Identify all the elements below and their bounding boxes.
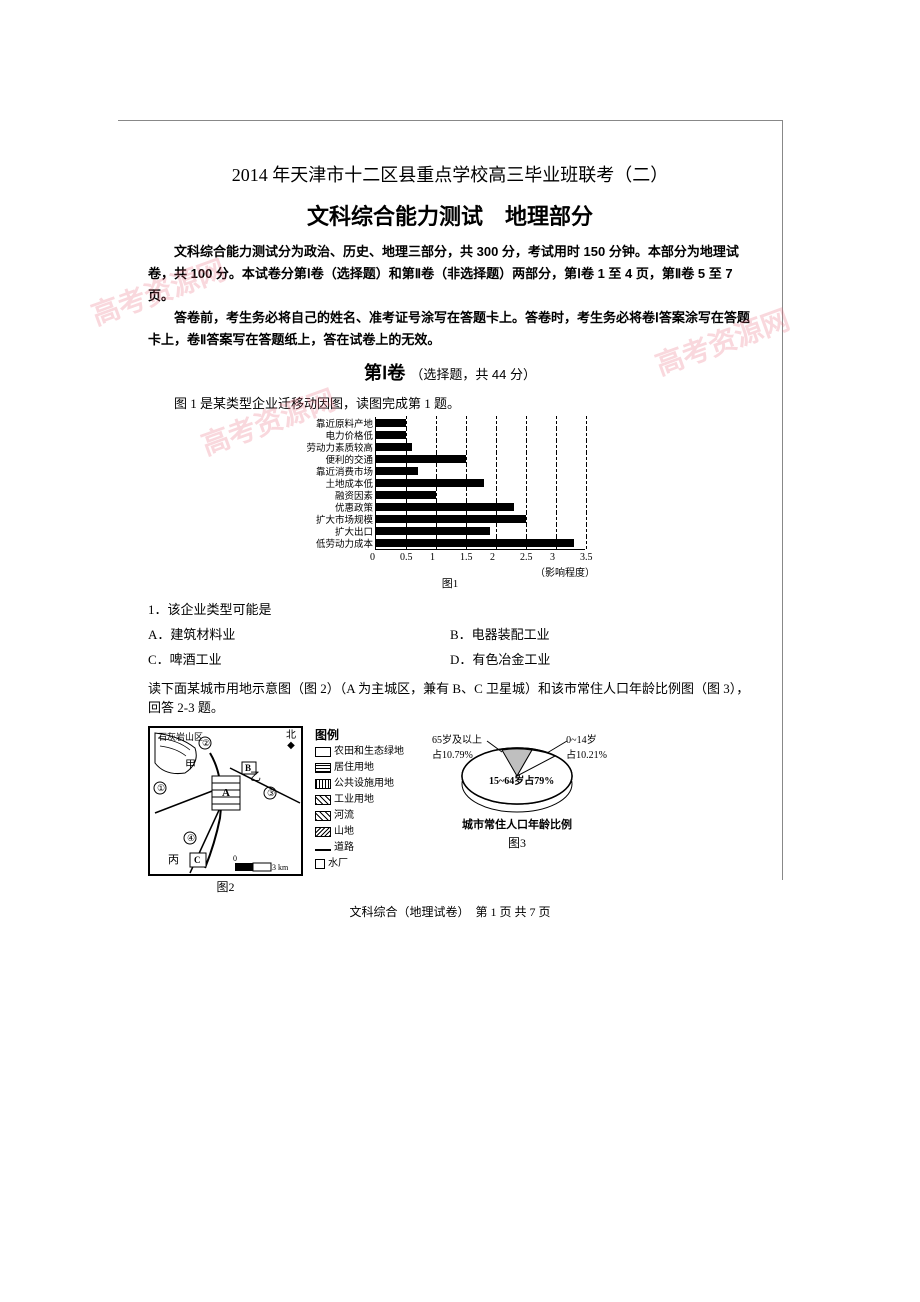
legend-text: 水厂 [328, 856, 348, 871]
bar-fill [376, 503, 514, 511]
page-frame: 高考资源网 高考资源网 高考资源网 2014 年天津市十二区县重点学校高三毕业班… [118, 120, 783, 880]
figure-3-caption: 图3 [427, 834, 607, 851]
figure-2-wrapper: 北◆ 石灰岩山区 ② ① ③ ④ [148, 726, 303, 895]
mountain-label: 石灰岩山区 [158, 731, 203, 742]
pie-label-child: 0~14岁占10.21% [566, 731, 607, 761]
bar-row: 低劳动力成本 [305, 537, 595, 549]
legend-swatch [315, 779, 331, 789]
svg-text:丙: 丙 [168, 854, 179, 866]
legend-item: 农田和生态绿地 [315, 744, 415, 759]
legend-item: 河流 [315, 808, 415, 823]
figures-2-3-row: 北◆ 石灰岩山区 ② ① ③ ④ [148, 726, 752, 895]
map-svg: 石灰岩山区 ② ① ③ ④ A B C 甲 [150, 728, 305, 878]
legend-item: 水厂 [315, 856, 415, 871]
exam-title: 2014 年天津市十二区县重点学校高三毕业班联考（二） [148, 161, 752, 187]
intro-paragraph-1: 文科综合能力测试分为政治、历史、地理三部分，共 300 分，考试用时 150 分… [148, 241, 752, 307]
legend-swatch [315, 795, 331, 805]
legend-swatch [315, 859, 325, 869]
compass-icon: 北◆ [286, 731, 296, 751]
legend-item: 公共设施用地 [315, 776, 415, 791]
svg-text:乙: 乙 [250, 770, 261, 783]
bar-fill [376, 491, 436, 499]
legend-text: 河流 [334, 808, 354, 823]
bar-fill [376, 539, 574, 547]
legend-text: 农田和生态绿地 [334, 744, 404, 759]
figure-2-map: 北◆ 石灰岩山区 ② ① ③ ④ [148, 726, 303, 876]
bar-fill [376, 515, 526, 523]
q1-prompt: 图 1 是某类型企业迁移动因图，读图完成第 1 题。 [148, 393, 752, 412]
q1-option-d: D．有色冶金工业 [450, 649, 752, 668]
bar-plot [375, 537, 585, 549]
section-sub: （选择题，共 44 分） [410, 367, 536, 382]
x-axis-label: （影响程度） [535, 564, 595, 579]
legend-swatch [315, 747, 331, 757]
svg-text:3 km: 3 km [272, 863, 289, 872]
x-axis: 00.511.522.533.5（影响程度） [375, 549, 585, 563]
svg-text:④: ④ [187, 833, 195, 843]
legend-item: 居住用地 [315, 760, 415, 775]
legend-text: 道路 [334, 840, 354, 855]
legend-text: 山地 [334, 824, 354, 839]
legend-swatch [315, 827, 331, 837]
legend-text: 居住用地 [334, 760, 374, 775]
bar-fill [376, 527, 490, 535]
svg-text:甲: 甲 [185, 759, 196, 771]
svg-text:A: A [222, 787, 230, 799]
figure-2-legend: 图例 农田和生态绿地居住用地公共设施用地工业用地河流山地道路水厂 [315, 726, 415, 872]
figure-3-pie: 65岁及以上占10.79% 0~14岁占10.21% 15~64岁占79% [427, 726, 607, 851]
legend-title: 图例 [315, 726, 415, 744]
subject-title: 文科综合能力测试 地理部分 [148, 199, 752, 231]
legend-swatch [315, 849, 331, 851]
q1-option-c: C．啤酒工业 [148, 649, 450, 668]
q2-prompt: 读下面某城市用地示意图（图 2）（A 为主城区，兼有 B、C 卫星城）和该市常住… [148, 678, 752, 716]
intro-paragraph-2: 答卷前，考生务必将自己的姓名、准考证号涂写在答题卡上。答卷时，考生务必将卷Ⅰ答案… [148, 307, 752, 351]
bar-fill [376, 467, 418, 475]
q1-option-b: B．电器装配工业 [450, 624, 752, 643]
figure-2-caption: 图2 [148, 878, 303, 895]
pie-label-elderly: 65岁及以上占10.79% [432, 731, 482, 761]
bar-label: 低劳动力成本 [305, 536, 375, 550]
section-title: 第Ⅰ卷 （选择题，共 44 分） [148, 359, 752, 385]
legend-item: 道路 [315, 840, 415, 855]
q1-question: 1．该企业类型可能是 [148, 599, 752, 618]
bar-fill [376, 455, 466, 463]
svg-text:0: 0 [233, 854, 237, 863]
bar-fill [376, 419, 406, 427]
pie-label-working: 15~64岁占79% [489, 774, 554, 787]
pie-title-below: 城市常住人口年龄比例 [427, 816, 607, 832]
q1-option-a: A．建筑材料业 [148, 624, 450, 643]
bar-fill [376, 479, 484, 487]
page-footer: 文科综合（地理试卷） 第 1 页 共 7 页 [148, 903, 752, 920]
legend-swatch [315, 811, 331, 821]
section-number: 第Ⅰ卷 [364, 363, 405, 383]
bar-fill [376, 443, 412, 451]
q1-options-row-1: A．建筑材料业 B．电器装配工业 [148, 624, 752, 643]
q1-options-row-2: C．啤酒工业 D．有色冶金工业 [148, 649, 752, 668]
bar-fill [376, 431, 406, 439]
legend-text: 工业用地 [334, 792, 374, 807]
svg-text:①: ① [157, 783, 165, 793]
legend-text: 公共设施用地 [334, 776, 394, 791]
figure-1-barchart: 靠近原料产地电力价格低劳动力素质较高便利的交通靠近消费市场土地成本低融资因素优惠… [305, 417, 595, 591]
legend-item: 山地 [315, 824, 415, 839]
legend-item: 工业用地 [315, 792, 415, 807]
legend-swatch [315, 763, 331, 773]
svg-text:②: ② [202, 738, 210, 748]
svg-text:C: C [194, 855, 201, 865]
